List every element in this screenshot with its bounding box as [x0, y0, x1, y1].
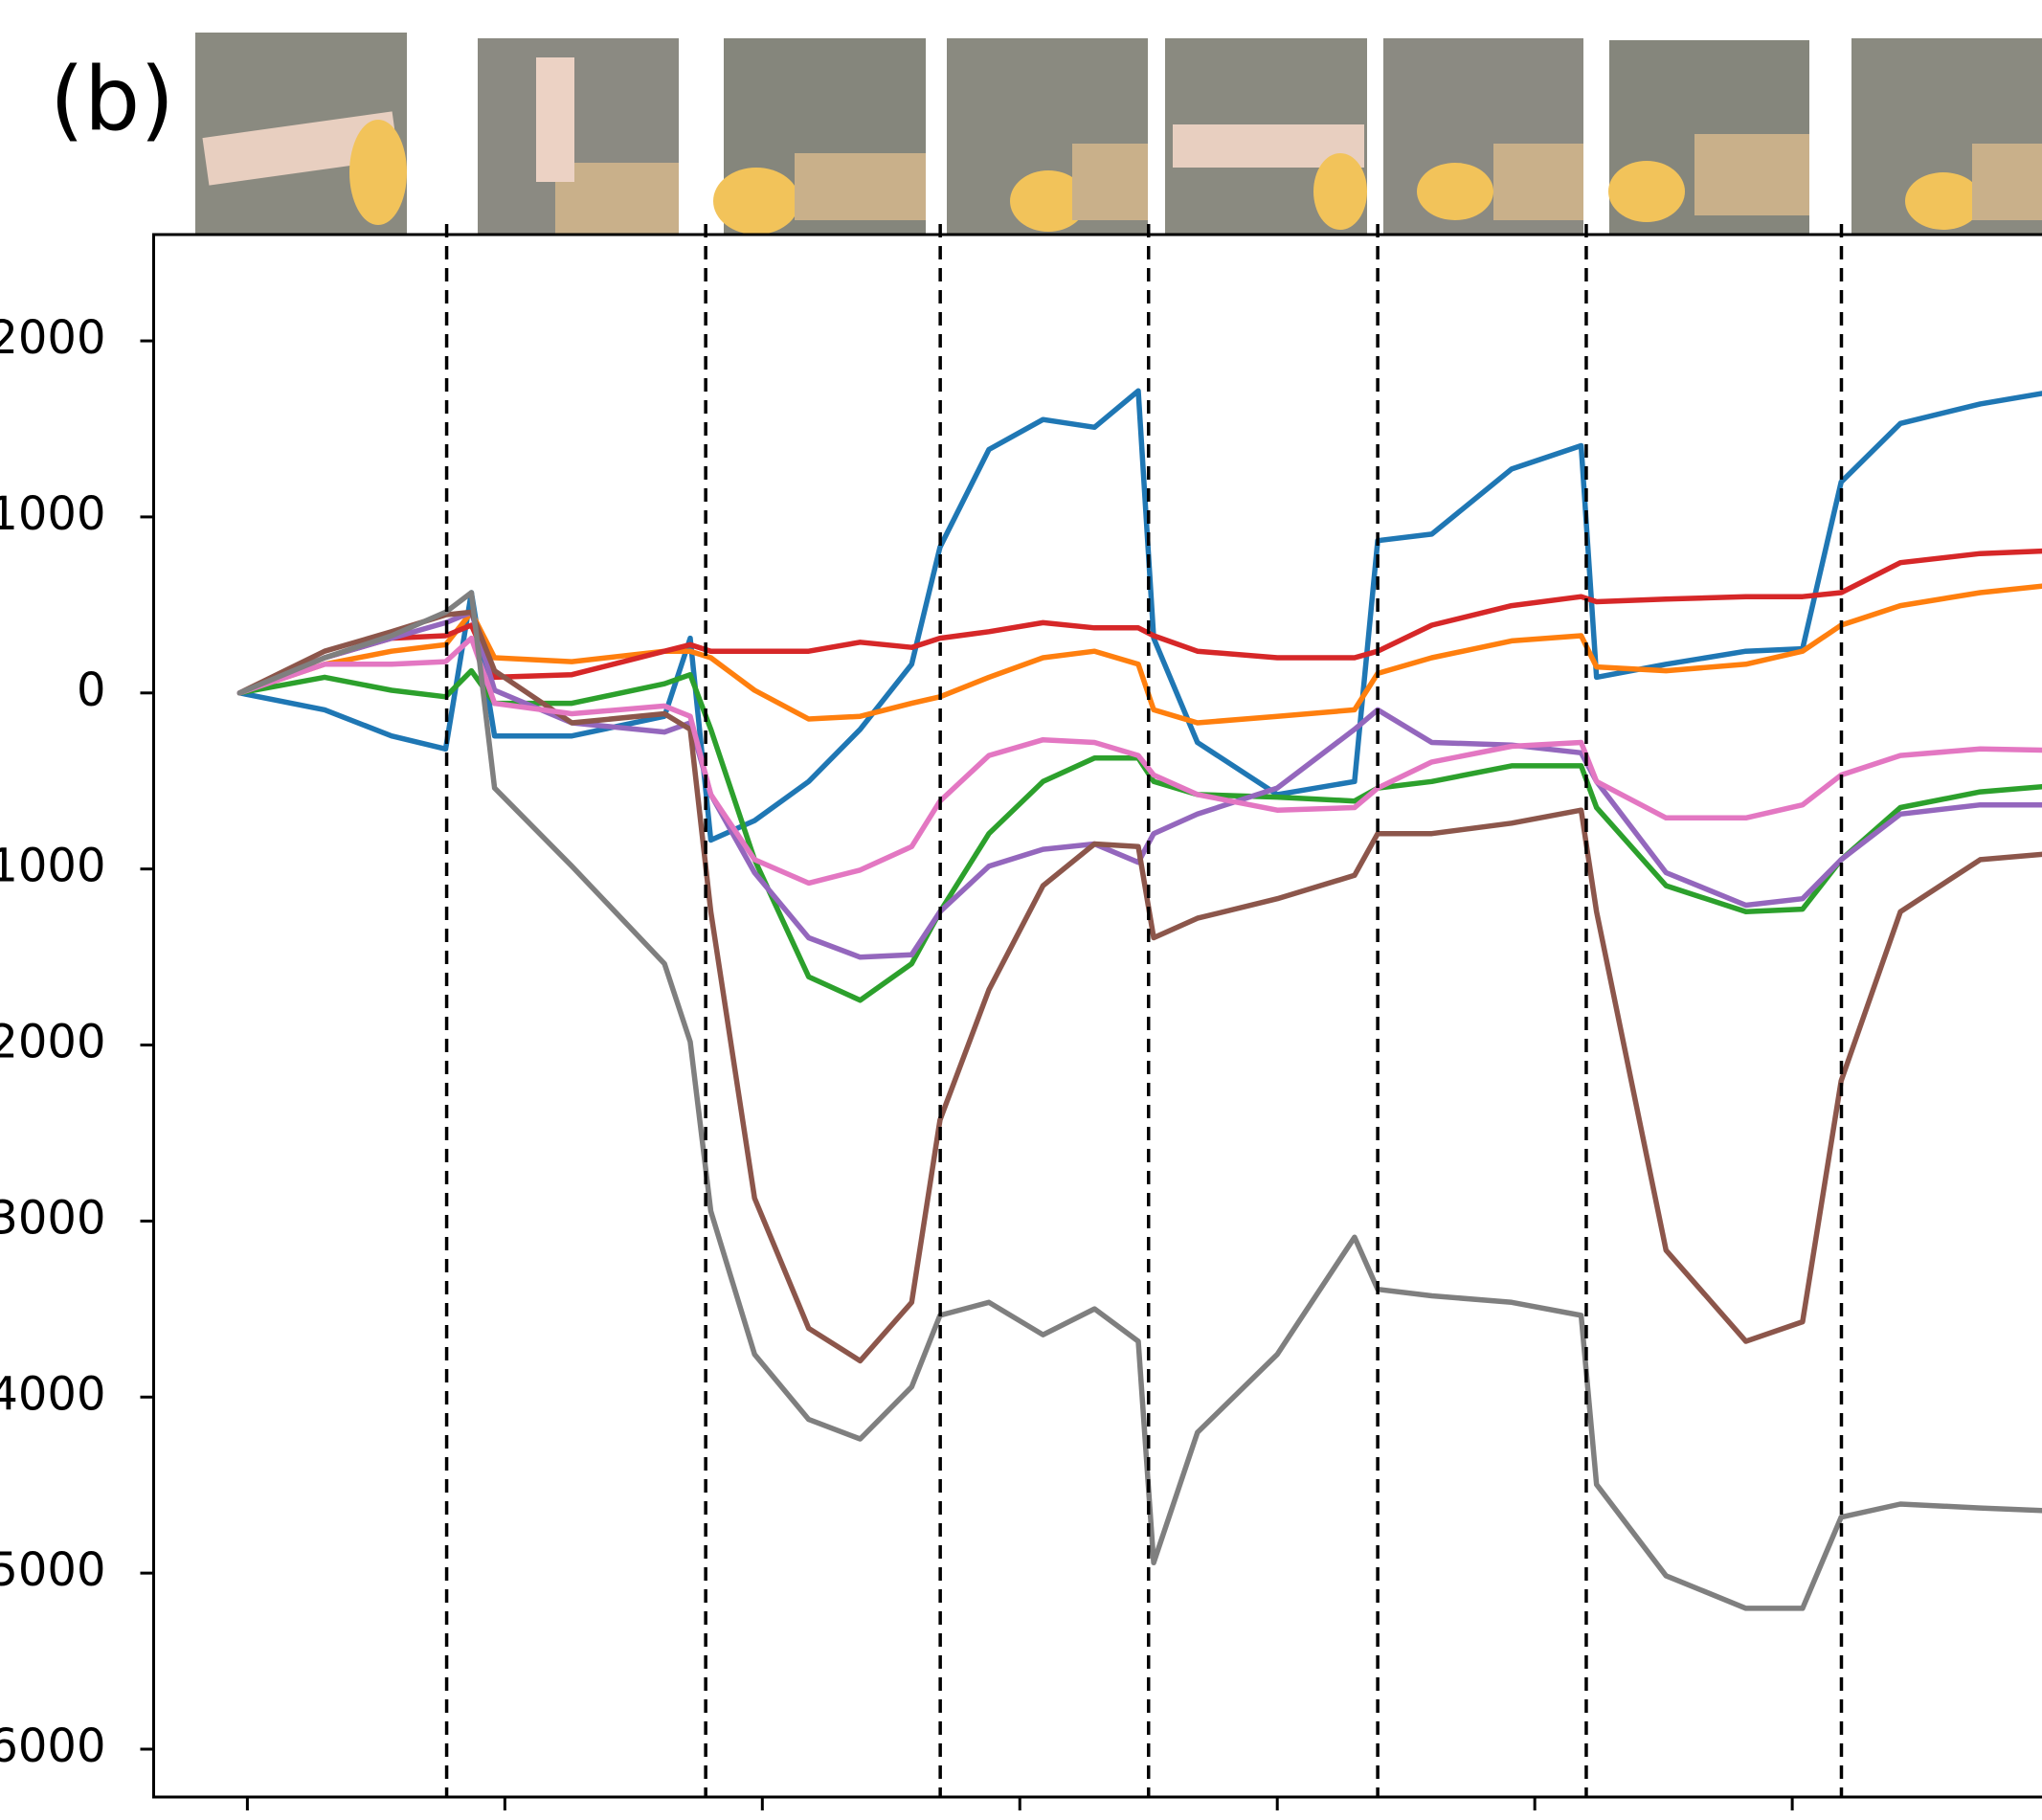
y-tick-label: -1000	[0, 840, 106, 893]
series-line	[236, 583, 2042, 726]
series-line	[236, 548, 2042, 696]
photo	[1608, 40, 1809, 235]
y-tick-label: -3000	[0, 1191, 106, 1245]
series-line	[236, 609, 2042, 1364]
y-tick-label: -5000	[0, 1543, 106, 1597]
plot-frame	[152, 233, 2042, 1799]
photo	[1851, 38, 2042, 235]
series-line	[236, 590, 2042, 1611]
y-tick-label: 2000	[0, 311, 106, 365]
photo-strip	[195, 33, 2042, 235]
y-tick-label: 0	[77, 663, 106, 717]
plot-area	[236, 388, 2042, 1611]
photo	[713, 38, 926, 235]
y-tick-label: -2000	[0, 1016, 106, 1069]
series-line	[236, 388, 2042, 843]
series-line	[236, 667, 2042, 1003]
series-line	[236, 635, 2042, 887]
photo	[195, 33, 407, 235]
y-tick-label: -4000	[0, 1367, 106, 1421]
photo	[947, 38, 1148, 235]
photo	[1165, 38, 1367, 235]
photo	[478, 38, 679, 235]
photo	[1383, 38, 1583, 235]
y-tick-label: -6000	[0, 1719, 106, 1773]
chart-title: (b)	[50, 48, 174, 150]
y-tick-label: 1000	[0, 487, 106, 541]
